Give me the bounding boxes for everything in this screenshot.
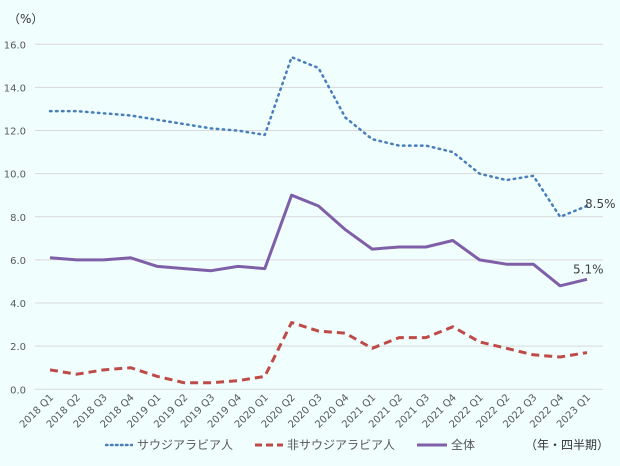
y-tick-label: 14.0 bbox=[4, 83, 26, 94]
legend-swatch-dashed bbox=[255, 443, 284, 446]
legend-label: サウジアラビア人 bbox=[137, 438, 234, 452]
legend: サウジアラビア人 非サウジアラビア人 全体 bbox=[105, 436, 475, 453]
series-line-2 bbox=[49, 193, 588, 288]
y-tick-label: 6.0 bbox=[10, 256, 26, 267]
legend-label: 全体 bbox=[451, 438, 476, 452]
y-tick-label: 4.0 bbox=[10, 299, 26, 310]
legend-swatch-dotted bbox=[105, 443, 133, 446]
series-line-1 bbox=[49, 321, 588, 385]
y-tick-label: 8.0 bbox=[10, 213, 26, 224]
x-unit-label: （年・四半期） bbox=[525, 438, 610, 452]
data-label: 8.5% bbox=[585, 197, 616, 211]
data-label: 5.1% bbox=[573, 262, 604, 276]
y-tick-label: 0.0 bbox=[10, 385, 26, 396]
y-tick-label: 10.0 bbox=[4, 170, 26, 181]
y-tick-label: 12.0 bbox=[4, 127, 26, 138]
series-line-0 bbox=[48, 55, 589, 219]
y-tick-label: 16.0 bbox=[4, 40, 26, 51]
legend-label: 非サウジアラビア人 bbox=[287, 438, 396, 452]
legend-swatch-solid bbox=[417, 443, 448, 446]
y-unit-label: （%） bbox=[8, 12, 44, 26]
y-tick-label: 2.0 bbox=[10, 342, 26, 353]
legend-item-total: 全体 bbox=[417, 436, 475, 453]
legend-item-saudi: サウジアラビア人 bbox=[105, 436, 233, 453]
legend-item-non-saudi: 非サウジアラビア人 bbox=[255, 436, 395, 453]
